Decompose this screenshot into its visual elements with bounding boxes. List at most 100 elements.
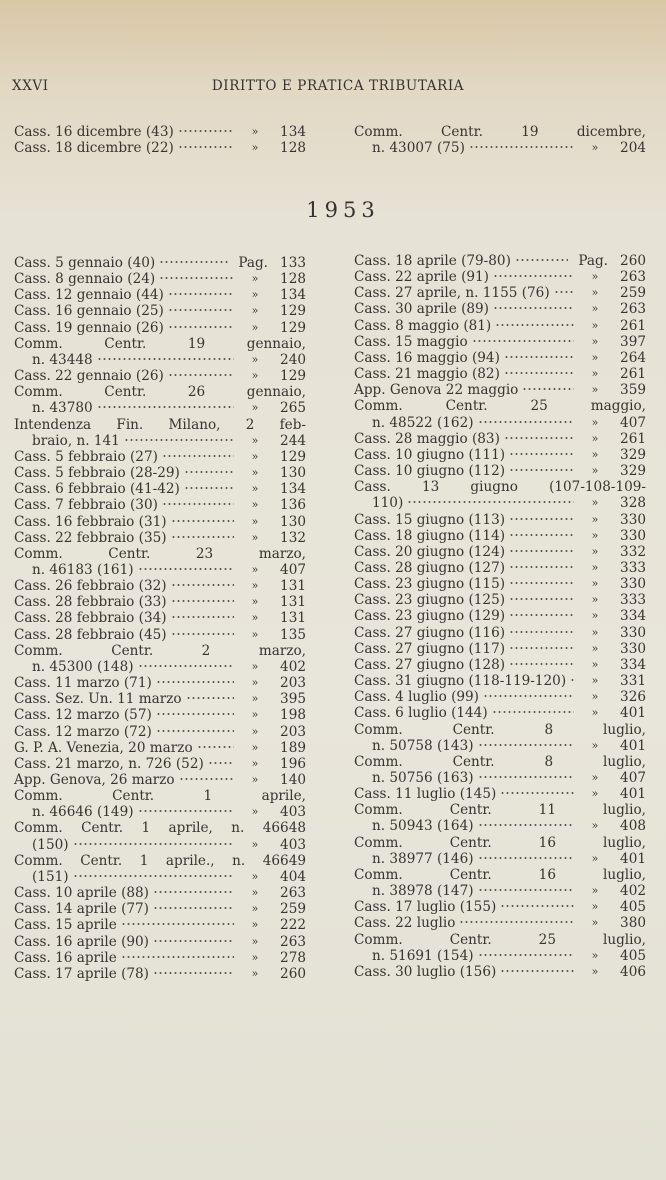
page-mark: » xyxy=(591,706,599,720)
entry-line: Cass. 27 aprile, n. 1155 (76) » 259 xyxy=(354,282,646,302)
dot-leader xyxy=(137,558,234,571)
index-entry: Cass. 21 marzo, n. 726 (52) » 196 xyxy=(14,752,306,772)
dot-leader xyxy=(155,704,234,717)
dot-leader xyxy=(468,137,574,150)
page-mark: » xyxy=(591,964,599,978)
page-reference: 204 xyxy=(620,140,646,157)
entry-text: Cass. 11 marzo (71) xyxy=(14,675,152,692)
dot-leader xyxy=(503,427,574,440)
entry-line: Cass. 28 giugno (127) » 333 xyxy=(354,556,646,576)
entry-text: n. 50943 (164) xyxy=(372,818,474,835)
page-reference: 331 xyxy=(620,673,646,690)
entry-text: Cass. 15 giugno (113) xyxy=(354,511,506,528)
page-reference: 130 xyxy=(280,465,306,482)
dot-leader xyxy=(120,914,234,927)
index-entry: Cass. 21 maggio (82) » 261 xyxy=(354,363,646,383)
entry-line: Cass. 20 giugno (124) » 332 xyxy=(354,540,646,560)
dot-leader xyxy=(509,573,574,586)
page-mark: » xyxy=(591,593,599,607)
entry-line: Cass. 16 gennaio (25) » 129 xyxy=(14,300,306,319)
top-right-index: Comm. Centr. 19 dicembre, n. 43007 (75) » 2… xyxy=(354,124,646,156)
dot-leader xyxy=(514,250,568,262)
page-mark: » xyxy=(591,771,599,784)
page-mark: » xyxy=(591,334,599,348)
index-entry: Cass. 18 dicembre (22) » 128 xyxy=(14,137,306,156)
entry-line: n. 43448 » 240 xyxy=(14,348,306,368)
index-entry: Intendenza Fin. Milano, 2 feb-braio, n. … xyxy=(14,417,306,449)
index-entry: Cass. 8 gennaio (24) » 128 xyxy=(14,268,306,287)
running-title: DIRITTO E PRATICA TRIBUTARIA xyxy=(211,78,465,94)
entry-text: Comm. Centr. 1 aprile., n. 46649 xyxy=(14,852,306,869)
dot-leader xyxy=(509,556,574,569)
page-mark: » xyxy=(591,625,599,639)
entry-text: n. 51691 (154) xyxy=(372,947,474,964)
page-reference: 403 xyxy=(280,836,306,853)
entry-text: Cass. 28 giugno (127) xyxy=(354,559,506,576)
page-mark: » xyxy=(591,641,599,655)
index-entry: Comm. Centr. 2 marzo, n. 45300 (148) » 402 xyxy=(14,643,306,675)
dot-leader xyxy=(553,282,574,295)
entry-text: Cass. 27 giugno (116) xyxy=(354,624,506,641)
dot-leader xyxy=(509,653,574,666)
entry-text: Comm. Centr. 8 luglio, xyxy=(354,721,646,738)
entry-text: Cass. 19 gennaio (26) xyxy=(14,319,164,336)
page-reference: 131 xyxy=(280,594,306,611)
page-reference: 259 xyxy=(620,285,646,302)
dot-leader xyxy=(178,769,234,781)
dot-leader xyxy=(491,702,574,715)
dot-leader xyxy=(482,686,574,699)
page-reference: 261 xyxy=(620,366,646,383)
entry-line: n. 48522 (162) » 407 xyxy=(354,411,646,431)
entry-text: Cass. 21 maggio (82) xyxy=(354,366,500,383)
page-mark: » xyxy=(591,690,599,704)
entry-text: Cass. 26 febbraio (32) xyxy=(14,578,167,595)
dot-leader xyxy=(170,591,234,604)
index-entry: Cass. 5 febbraio (28-29) » 130 xyxy=(14,462,306,482)
page-reference: 203 xyxy=(280,723,306,740)
index-entry: App. Genova, 26 marzo » 140 xyxy=(14,769,306,788)
entry-text: n. 50758 (143) xyxy=(372,737,474,754)
page-reference: 401 xyxy=(620,705,646,722)
dot-leader xyxy=(72,833,234,846)
index-entry: Cass. 17 luglio (155) » 405 xyxy=(354,896,646,915)
page-reference: 330 xyxy=(620,640,646,657)
page-reference: 264 xyxy=(620,349,646,366)
page-mark: » xyxy=(251,595,259,609)
index-entry: Cass. 27 giugno (116) » 330 xyxy=(354,621,646,641)
page-reference: 397 xyxy=(620,333,646,350)
entry-text: Cass. 22 gennaio (26) xyxy=(14,368,164,385)
page-reference: 189 xyxy=(280,739,306,756)
page-reference: 132 xyxy=(280,529,306,546)
dot-leader xyxy=(183,462,234,475)
dot-leader xyxy=(477,815,574,828)
page-mark: » xyxy=(251,401,259,415)
page-reference: 334 xyxy=(620,656,646,673)
dot-leader xyxy=(503,363,574,376)
dot-leader xyxy=(153,930,234,943)
dot-leader xyxy=(509,605,574,618)
page-reference: 333 xyxy=(620,592,646,609)
entry-text: Comm. Centr. 19 gennaio, xyxy=(14,335,306,352)
entry-line: Cass. 30 aprile (89) » 263 xyxy=(354,298,646,317)
index-entry: Cass. 15 giugno (113) » 330 xyxy=(354,508,646,528)
index-entry: Cass. 15 aprile » 222 xyxy=(14,914,306,933)
entry-line: n. 43007 (75) » 204 xyxy=(354,137,646,157)
entry-text: n. 45300 (148) xyxy=(32,658,134,675)
index-entry: Cass. 11 marzo (71) » 203 xyxy=(14,672,306,692)
entry-text: Comm. Centr. 16 luglio, xyxy=(354,866,646,883)
index-entry: Comm. Centr. 25 luglio, n. 51691 (154) » 40… xyxy=(354,932,646,964)
dot-leader xyxy=(167,300,234,313)
index-entry: Cass. 23 giugno (129) » 334 xyxy=(354,605,646,624)
index-entry: Cass. 12 marzo (57) » 198 xyxy=(14,704,306,723)
index-entry: Cass. 6 luglio (144) » 401 xyxy=(354,702,646,722)
entry-text: Cass. 6 febbraio (41-42) xyxy=(14,481,180,498)
index-entry: Cass. 10 giugno (112) » 329 xyxy=(354,460,646,479)
entry-line: Cass. 6 luglio (144) » 401 xyxy=(354,702,646,722)
page-reference: 408 xyxy=(620,818,646,835)
entry-text: Cass. 18 giugno (114) xyxy=(354,527,506,544)
dot-leader xyxy=(509,637,574,650)
dot-leader xyxy=(493,298,574,311)
page-mark: » xyxy=(251,676,259,690)
entry-line: Cass. 22 luglio » 380 xyxy=(354,912,646,931)
page-reference: 135 xyxy=(280,626,306,643)
